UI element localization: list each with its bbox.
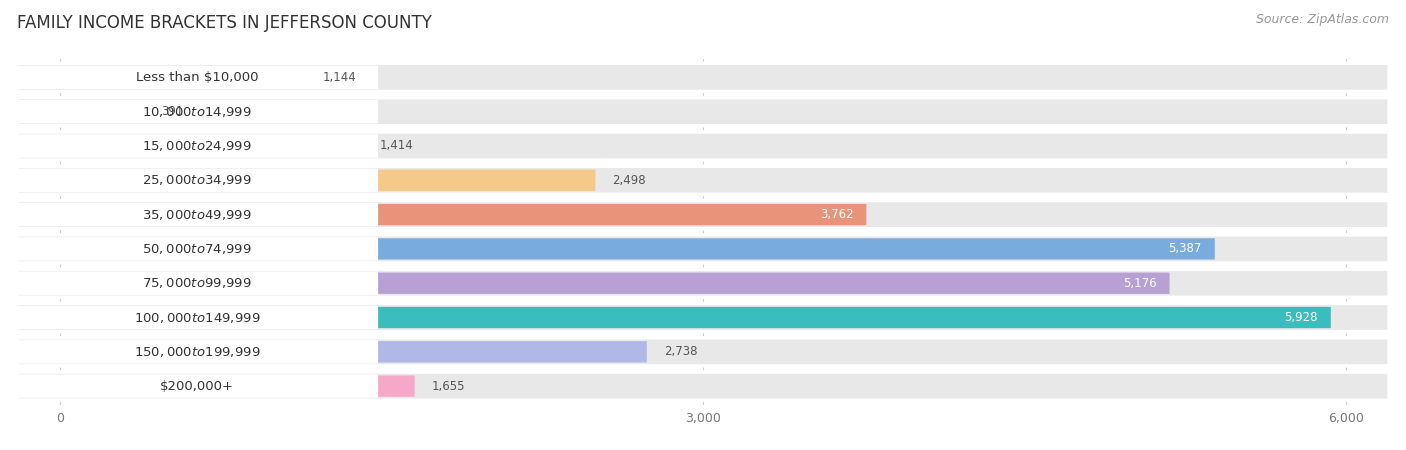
Text: $150,000 to $199,999: $150,000 to $199,999 bbox=[134, 345, 260, 359]
FancyBboxPatch shape bbox=[17, 303, 1389, 332]
FancyBboxPatch shape bbox=[17, 375, 377, 397]
FancyBboxPatch shape bbox=[17, 273, 377, 294]
Text: $50,000 to $74,999: $50,000 to $74,999 bbox=[142, 242, 252, 256]
Text: Less than $10,000: Less than $10,000 bbox=[136, 71, 259, 84]
Text: 1,144: 1,144 bbox=[322, 71, 356, 84]
Text: $35,000 to $49,999: $35,000 to $49,999 bbox=[142, 207, 252, 221]
FancyBboxPatch shape bbox=[17, 101, 143, 122]
FancyBboxPatch shape bbox=[17, 204, 377, 225]
FancyBboxPatch shape bbox=[17, 135, 377, 157]
Text: Source: ZipAtlas.com: Source: ZipAtlas.com bbox=[1256, 14, 1389, 27]
Text: 5,928: 5,928 bbox=[1285, 311, 1317, 324]
FancyBboxPatch shape bbox=[17, 375, 415, 397]
Text: $75,000 to $99,999: $75,000 to $99,999 bbox=[142, 276, 252, 290]
Text: 5,176: 5,176 bbox=[1123, 277, 1157, 290]
Text: 2,738: 2,738 bbox=[664, 345, 697, 358]
FancyBboxPatch shape bbox=[17, 307, 1331, 328]
Text: 1,655: 1,655 bbox=[432, 380, 465, 393]
Text: $25,000 to $34,999: $25,000 to $34,999 bbox=[142, 173, 252, 187]
FancyBboxPatch shape bbox=[17, 269, 1389, 297]
Text: 5,387: 5,387 bbox=[1168, 243, 1202, 256]
FancyBboxPatch shape bbox=[17, 170, 595, 191]
FancyBboxPatch shape bbox=[17, 201, 1389, 229]
FancyBboxPatch shape bbox=[17, 341, 647, 362]
Text: $15,000 to $24,999: $15,000 to $24,999 bbox=[142, 139, 252, 153]
FancyBboxPatch shape bbox=[17, 135, 363, 157]
Text: 2,498: 2,498 bbox=[613, 174, 647, 187]
FancyBboxPatch shape bbox=[17, 238, 1215, 260]
FancyBboxPatch shape bbox=[17, 67, 377, 88]
FancyBboxPatch shape bbox=[17, 63, 1389, 91]
FancyBboxPatch shape bbox=[17, 101, 377, 122]
FancyBboxPatch shape bbox=[17, 98, 1389, 126]
Text: 1,414: 1,414 bbox=[380, 140, 413, 153]
Text: 3,762: 3,762 bbox=[820, 208, 853, 221]
Text: 391: 391 bbox=[160, 105, 183, 118]
Text: $100,000 to $149,999: $100,000 to $149,999 bbox=[134, 310, 260, 324]
Text: $10,000 to $14,999: $10,000 to $14,999 bbox=[142, 105, 252, 119]
FancyBboxPatch shape bbox=[17, 307, 377, 328]
FancyBboxPatch shape bbox=[17, 341, 377, 362]
FancyBboxPatch shape bbox=[17, 132, 1389, 160]
FancyBboxPatch shape bbox=[17, 204, 866, 225]
FancyBboxPatch shape bbox=[17, 235, 1389, 263]
FancyBboxPatch shape bbox=[17, 238, 377, 260]
FancyBboxPatch shape bbox=[17, 273, 1170, 294]
FancyBboxPatch shape bbox=[17, 166, 1389, 194]
FancyBboxPatch shape bbox=[17, 338, 1389, 366]
Text: FAMILY INCOME BRACKETS IN JEFFERSON COUNTY: FAMILY INCOME BRACKETS IN JEFFERSON COUN… bbox=[17, 14, 432, 32]
FancyBboxPatch shape bbox=[17, 372, 1389, 400]
Text: $200,000+: $200,000+ bbox=[160, 380, 233, 393]
FancyBboxPatch shape bbox=[17, 170, 377, 191]
FancyBboxPatch shape bbox=[17, 67, 305, 88]
